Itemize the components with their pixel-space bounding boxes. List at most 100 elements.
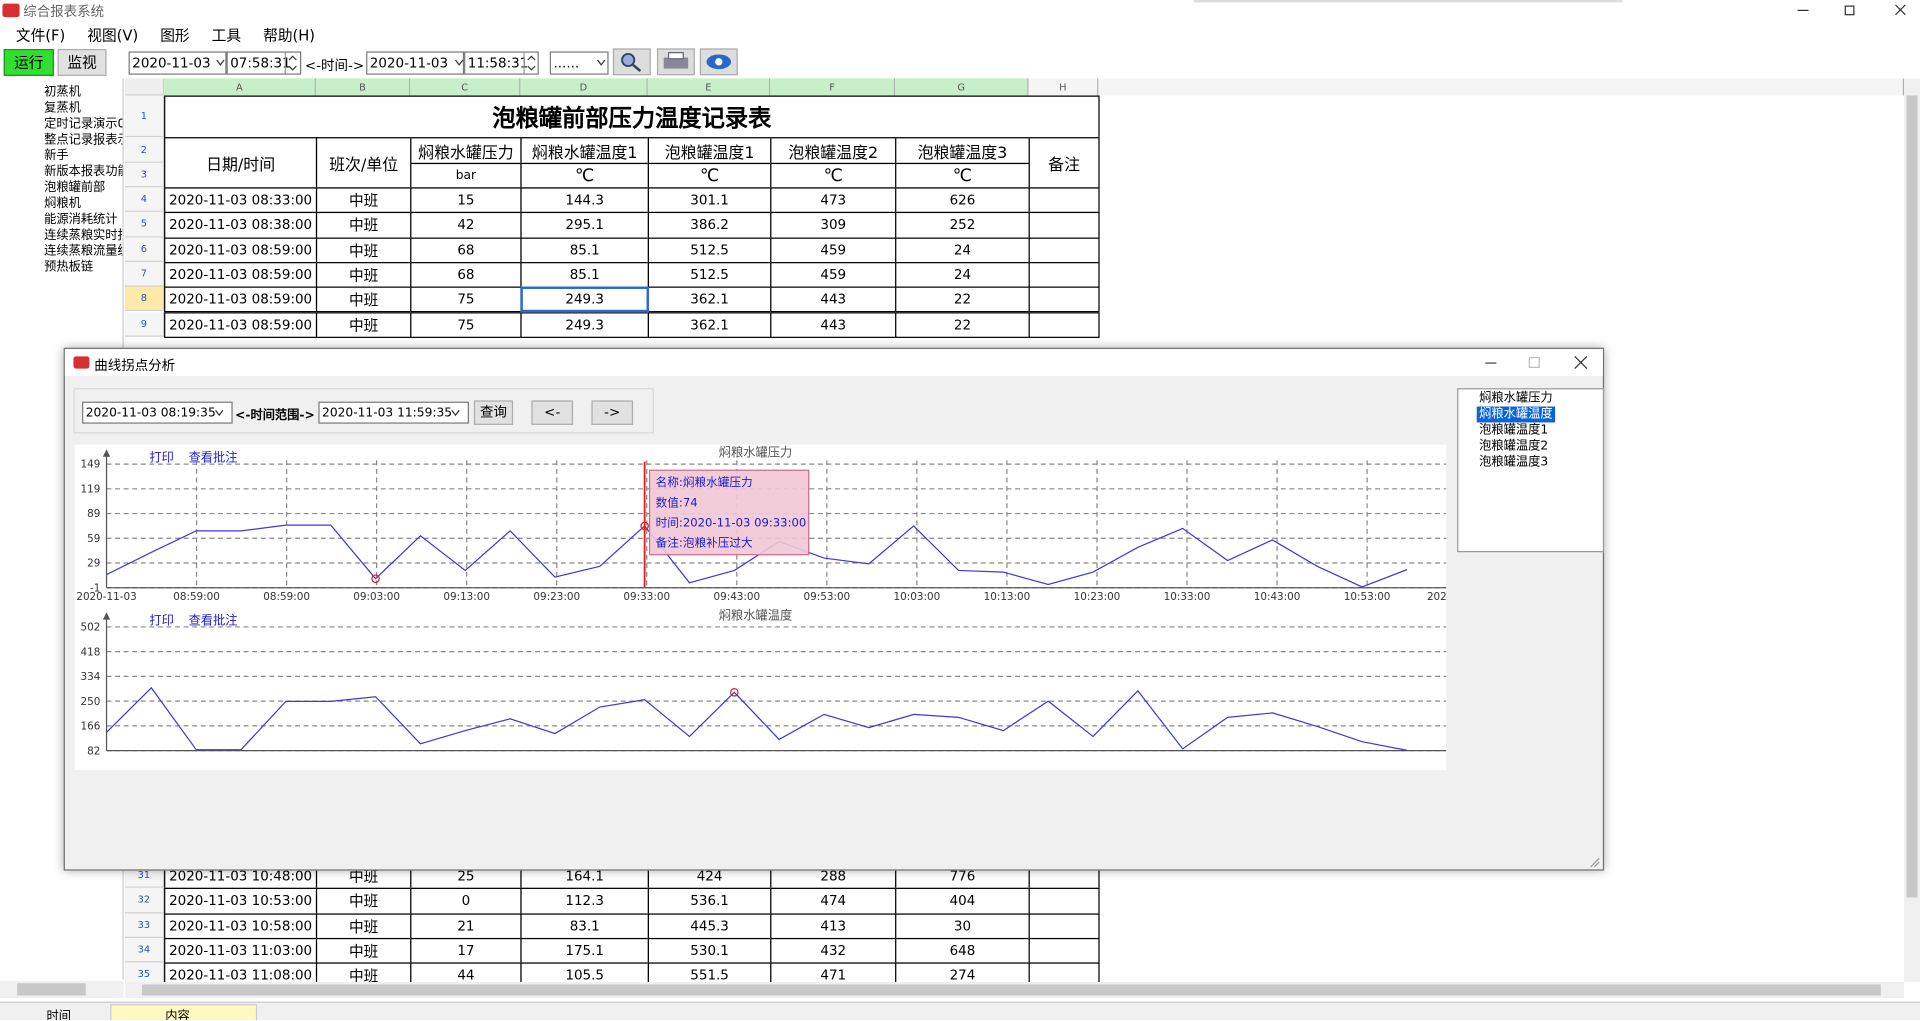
cell: 2020-11-03 10:58:00 — [164, 912, 318, 940]
cell: 473 — [770, 187, 897, 214]
start-time[interactable]: 07:58:31 — [226, 51, 302, 75]
tooltip-line: 备注:泡粮补压过大 — [656, 536, 753, 550]
cell: 249.3 — [520, 286, 649, 313]
start-date[interactable]: 2020-11-03 — [128, 51, 227, 75]
column-header: D — [520, 78, 648, 96]
query-button[interactable]: 查询 — [473, 400, 514, 425]
x-tick-label: 09:13:00 — [443, 591, 490, 603]
printer-icon — [663, 57, 689, 69]
column-title: 泡粮罐温度2 — [770, 137, 897, 165]
tree-label: 新版本报表功能 — [44, 165, 124, 179]
cell: 68 — [410, 237, 522, 264]
annotation-link[interactable]: 查看批注 — [189, 450, 238, 465]
cell: 362.1 — [647, 286, 772, 313]
annotation-link[interactable]: 查看批注 — [189, 612, 238, 627]
print-link[interactable]: 打印 — [149, 613, 173, 627]
restore[interactable] — [1844, 5, 1855, 16]
x-tick-label: 09:33:00 — [623, 591, 670, 603]
cell: 中班 — [315, 261, 412, 288]
row-number: 33 — [124, 912, 165, 938]
v-scroll-thumb[interactable] — [1906, 95, 1918, 898]
tree-scroll-thumb[interactable] — [17, 983, 86, 996]
series-option[interactable]: 焖粮水罐温度 — [1460, 406, 1602, 423]
cell: 24 — [895, 261, 1030, 288]
y-tick-label: 82 — [87, 745, 100, 757]
series-option[interactable]: 泡粮罐温度1 — [1460, 422, 1602, 438]
dialog-close[interactable] — [1574, 355, 1588, 370]
dialog-controls[interactable] — [1473, 349, 1603, 376]
tree-label: 复蒸机 — [44, 101, 81, 116]
prev-button[interactable]: <- — [531, 400, 574, 425]
tree-label: 泡粮罐前部 — [44, 181, 106, 195]
cell: 309 — [770, 212, 897, 239]
mode-select[interactable]: ...... — [549, 51, 609, 75]
series-option[interactable]: 焖粮水罐压力 — [1460, 391, 1602, 407]
unit: ℃ — [770, 162, 897, 189]
window-controls[interactable] — [1788, 0, 1920, 21]
cell: 85.1 — [520, 261, 649, 288]
resize-grip[interactable] — [1588, 856, 1600, 868]
cell: 301.1 — [647, 187, 772, 214]
vertical-scrollbar[interactable] — [1904, 78, 1920, 983]
print-link[interactable]: 打印 — [149, 451, 173, 465]
run-button[interactable]: 运行 — [3, 48, 54, 76]
end-date[interactable]: 2020-11-03 — [366, 51, 465, 75]
x-tick-label: 10:23:00 — [1074, 591, 1121, 603]
cell: 530.1 — [647, 937, 772, 964]
curve-dialog: 曲线拐点分析 2020-11-03 08:19:35 <-时间范围-> 2020… — [63, 347, 1605, 871]
cell: 175.1 — [520, 937, 649, 964]
x-tick-label: 2020-11-03 — [1427, 591, 1446, 603]
cell: 648 — [895, 937, 1030, 964]
menu-item[interactable]: 视图(V) — [87, 26, 139, 45]
monitor-button[interactable]: 监视 — [57, 48, 107, 76]
cell — [1028, 286, 1100, 313]
tree-scrollbar[interactable] — [0, 980, 124, 998]
y-axis-arrow — [102, 612, 111, 620]
row-number: 7 — [124, 261, 165, 287]
inflection-point — [730, 688, 739, 697]
y-tick-label: 250 — [81, 696, 101, 708]
cell: 0 — [410, 888, 522, 915]
tree-label: 定时记录演示0 — [44, 117, 124, 132]
spin-arrows — [288, 55, 536, 71]
cell: 443 — [770, 311, 897, 338]
close[interactable] — [1895, 4, 1906, 16]
menu-item[interactable]: 工具 — [211, 26, 242, 45]
unit: bar — [410, 162, 522, 189]
end-time[interactable]: 11:58:31 — [464, 51, 539, 75]
row-number: 32 — [124, 888, 165, 913]
tree-label: 整点记录报表示 — [44, 133, 124, 147]
row-number: 34 — [124, 937, 165, 963]
cell: 42 — [410, 212, 522, 239]
unit: ℃ — [647, 162, 772, 189]
cell: 中班 — [315, 912, 412, 940]
series-option[interactable]: 泡粮罐温度3 — [1460, 454, 1602, 470]
y-tick-label: 166 — [81, 721, 101, 733]
menu-item[interactable]: 帮助(H) — [263, 26, 316, 45]
x-tick-label: 09:03:00 — [353, 591, 400, 603]
cell: 362.1 — [647, 311, 772, 338]
series-option[interactable]: 泡粮罐温度2 — [1460, 438, 1602, 454]
dialog-maximize[interactable] — [1528, 356, 1540, 368]
dialog-title-bar: 曲线拐点分析 — [64, 348, 1603, 376]
menu-item[interactable]: 图形 — [160, 26, 190, 45]
x-tick-label: 10:03:00 — [894, 591, 941, 603]
x-tick-label: 09:43:00 — [713, 591, 760, 603]
mode-text: ...... — [553, 55, 580, 72]
dialog-end[interactable]: 2020-11-03 11:59:35 — [318, 401, 469, 424]
tooltip-line: 数值:74 — [656, 495, 698, 509]
cell: 459 — [770, 237, 897, 264]
x-tick-label: 09:53:00 — [804, 591, 851, 603]
column-title: 班次/单位 — [315, 137, 412, 189]
range-label: <-时间-> — [304, 57, 365, 74]
status-tab[interactable] — [110, 1004, 258, 1021]
horizontal-scrollbar[interactable] — [124, 982, 1905, 998]
menu-item[interactable]: 文件(F) — [15, 26, 66, 45]
y-tick-label: 334 — [81, 671, 101, 683]
cell: 中班 — [315, 237, 412, 264]
h-scroll-thumb[interactable] — [142, 984, 1881, 996]
next-button[interactable]: -> — [591, 400, 634, 425]
cell: 432 — [770, 937, 897, 964]
dialog-start[interactable]: 2020-11-03 08:19:35 — [82, 401, 233, 424]
cell: 295.1 — [520, 212, 649, 239]
